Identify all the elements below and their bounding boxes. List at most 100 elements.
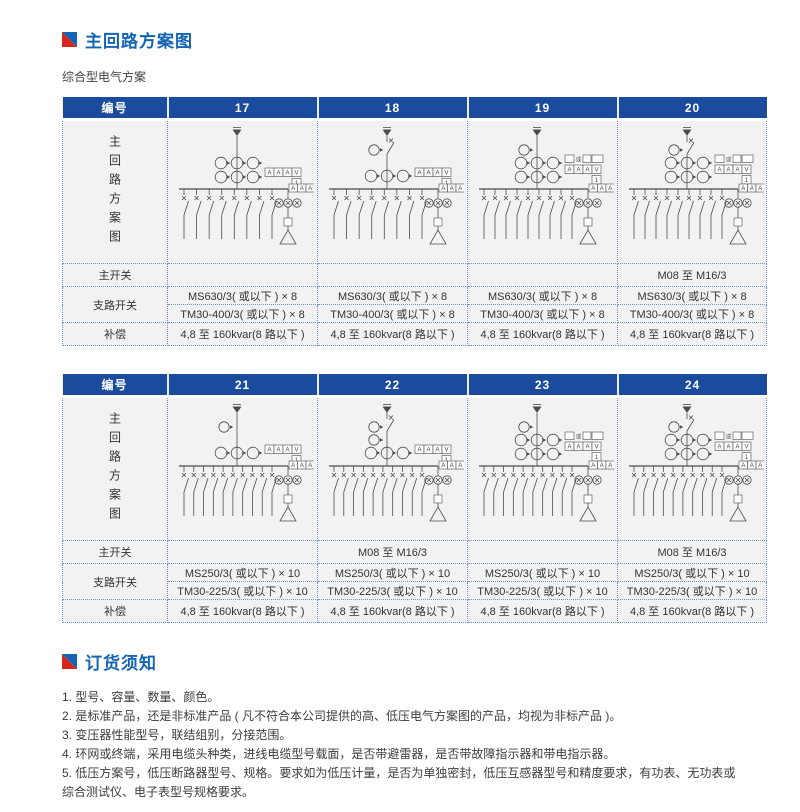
svg-text:A: A	[749, 186, 753, 192]
svg-text:或: 或	[576, 156, 582, 164]
cell-main-switch-19	[467, 263, 618, 287]
svg-text:A: A	[758, 186, 762, 192]
svg-text:A: A	[458, 463, 462, 469]
svg-text:A: A	[608, 463, 612, 469]
header-cell-number: 编号	[62, 374, 168, 398]
main-switch-row: 主开关 M08 至 M16/3 M08 至 M16/3	[62, 540, 767, 564]
cell-comp-23: 4,8 至 160kvar(8 路以下 )	[467, 599, 618, 623]
svg-text:A: A	[567, 445, 571, 451]
svg-text:A: A	[585, 445, 589, 451]
cell-main-switch-23	[467, 540, 618, 564]
svg-text:A: A	[735, 168, 739, 174]
svg-text:A: A	[741, 463, 745, 469]
header-cell-22: 22	[316, 374, 468, 398]
note-item-1: 1. 型号、容量、数量、颜色。	[62, 690, 220, 704]
svg-text:A: A	[291, 186, 295, 192]
svg-text:A: A	[741, 186, 745, 192]
svg-text:A: A	[758, 463, 762, 469]
svg-text:A: A	[450, 463, 454, 469]
header-cell-17: 17	[166, 97, 318, 121]
branch-switch-row-2: TM30-225/3( 或以下 ) × 10 TM30-225/3( 或以下 )…	[63, 581, 767, 600]
cell-main-switch-22: M08 至 M16/3	[317, 540, 468, 564]
svg-text:A: A	[308, 463, 312, 469]
svg-text:A: A	[300, 463, 304, 469]
svg-text:1: 1	[595, 178, 599, 184]
svg-text:A: A	[441, 463, 445, 469]
table-header-row: 编号 21 22 23 24	[62, 374, 767, 398]
svg-text:A: A	[426, 171, 430, 177]
svg-text:V: V	[294, 448, 298, 454]
svg-text:A: A	[717, 445, 721, 451]
svg-text:A: A	[591, 463, 595, 469]
svg-text:A: A	[576, 168, 580, 174]
cell-comp-18: 4,8 至 160kvar(8 路以下 )	[317, 322, 468, 346]
section-marker-icon	[62, 32, 77, 47]
svg-text:A: A	[276, 171, 280, 177]
cell-main-switch-24: M08 至 M16/3	[617, 540, 767, 564]
cell-main-switch-20: M08 至 M16/3	[617, 263, 767, 287]
svg-text:A: A	[726, 445, 730, 451]
row-label-diagram: 主回路方案图	[62, 119, 168, 264]
row-label-diagram: 主回路方案图	[62, 396, 168, 541]
ordering-notes-list: 1. 型号、容量、数量、颜色。 2. 是标准产品，还是非标准产品 ( 凡不符合本…	[62, 688, 738, 802]
cell-main-switch-18	[317, 263, 468, 287]
cell-comp-24: 4,8 至 160kvar(8 路以下 )	[617, 599, 767, 623]
row-label-compensation: 补偿	[62, 599, 168, 623]
svg-text:V: V	[444, 171, 448, 177]
svg-text:A: A	[458, 186, 462, 192]
cell-comp-22: 4,8 至 160kvar(8 路以下 )	[317, 599, 468, 623]
svg-text:A: A	[300, 186, 304, 192]
cell-branch1-20: MS630/3( 或以下 ) × 8	[617, 286, 767, 305]
section-header-ordering-notes: 订货须知	[62, 649, 738, 674]
section-header-main-circuit: 主回路方案图	[62, 27, 738, 52]
svg-text:1: 1	[595, 455, 599, 461]
svg-text:A: A	[749, 463, 753, 469]
cell-comp-19: 4,8 至 160kvar(8 路以下 )	[467, 322, 618, 346]
cell-branch2-24: TM30-225/3( 或以下 ) × 10	[617, 581, 767, 600]
cell-branch2-23: TM30-225/3( 或以下 ) × 10	[467, 581, 618, 600]
note-item-5: 5. 低压方案号，低压断路器型号、规格。要求如为低压计量，是否为单独密封，低压互…	[62, 766, 736, 799]
svg-text:V: V	[744, 445, 748, 451]
header-cell-20: 20	[616, 97, 767, 121]
svg-text:A: A	[435, 448, 439, 454]
cell-branch1-22: MS250/3( 或以下 ) × 10	[317, 563, 468, 582]
compensation-row: 补偿 4,8 至 160kvar(8 路以下 ) 4,8 至 160kvar(8…	[62, 599, 767, 623]
branch-switch-row-1: 支路开关 MS250/3( 或以下 ) × 10 MS250/3( 或以下 ) …	[62, 563, 767, 600]
cell-branch2-20: TM30-400/3( 或以下 ) × 8	[617, 304, 767, 323]
row-label-branch-switch: 支路开关	[62, 563, 168, 600]
cell-branch1-18: MS630/3( 或以下 ) × 8	[317, 286, 468, 305]
row-label-main-switch: 主开关	[62, 540, 168, 564]
svg-text:A: A	[735, 445, 739, 451]
svg-text:A: A	[600, 463, 604, 469]
svg-text:A: A	[608, 186, 612, 192]
svg-text:A: A	[285, 171, 289, 177]
svg-text:A: A	[450, 186, 454, 192]
header-cell-21: 21	[166, 374, 318, 398]
svg-text:A: A	[441, 186, 445, 192]
cell-comp-20: 4,8 至 160kvar(8 路以下 )	[617, 322, 767, 346]
svg-text:A: A	[291, 463, 295, 469]
cell-branch1-24: MS250/3( 或以下 ) × 10	[617, 563, 767, 582]
note-item-3: 3. 变压器性能型号，联结组别，分接范围。	[62, 728, 292, 742]
svg-text:V: V	[444, 448, 448, 454]
header-cell-23: 23	[466, 374, 618, 398]
svg-text:或: 或	[576, 433, 582, 441]
svg-text:A: A	[417, 171, 421, 177]
svg-text:A: A	[591, 186, 595, 192]
svg-text:A: A	[267, 448, 271, 454]
cell-branch1-17: MS630/3( 或以下 ) × 8	[167, 286, 318, 305]
